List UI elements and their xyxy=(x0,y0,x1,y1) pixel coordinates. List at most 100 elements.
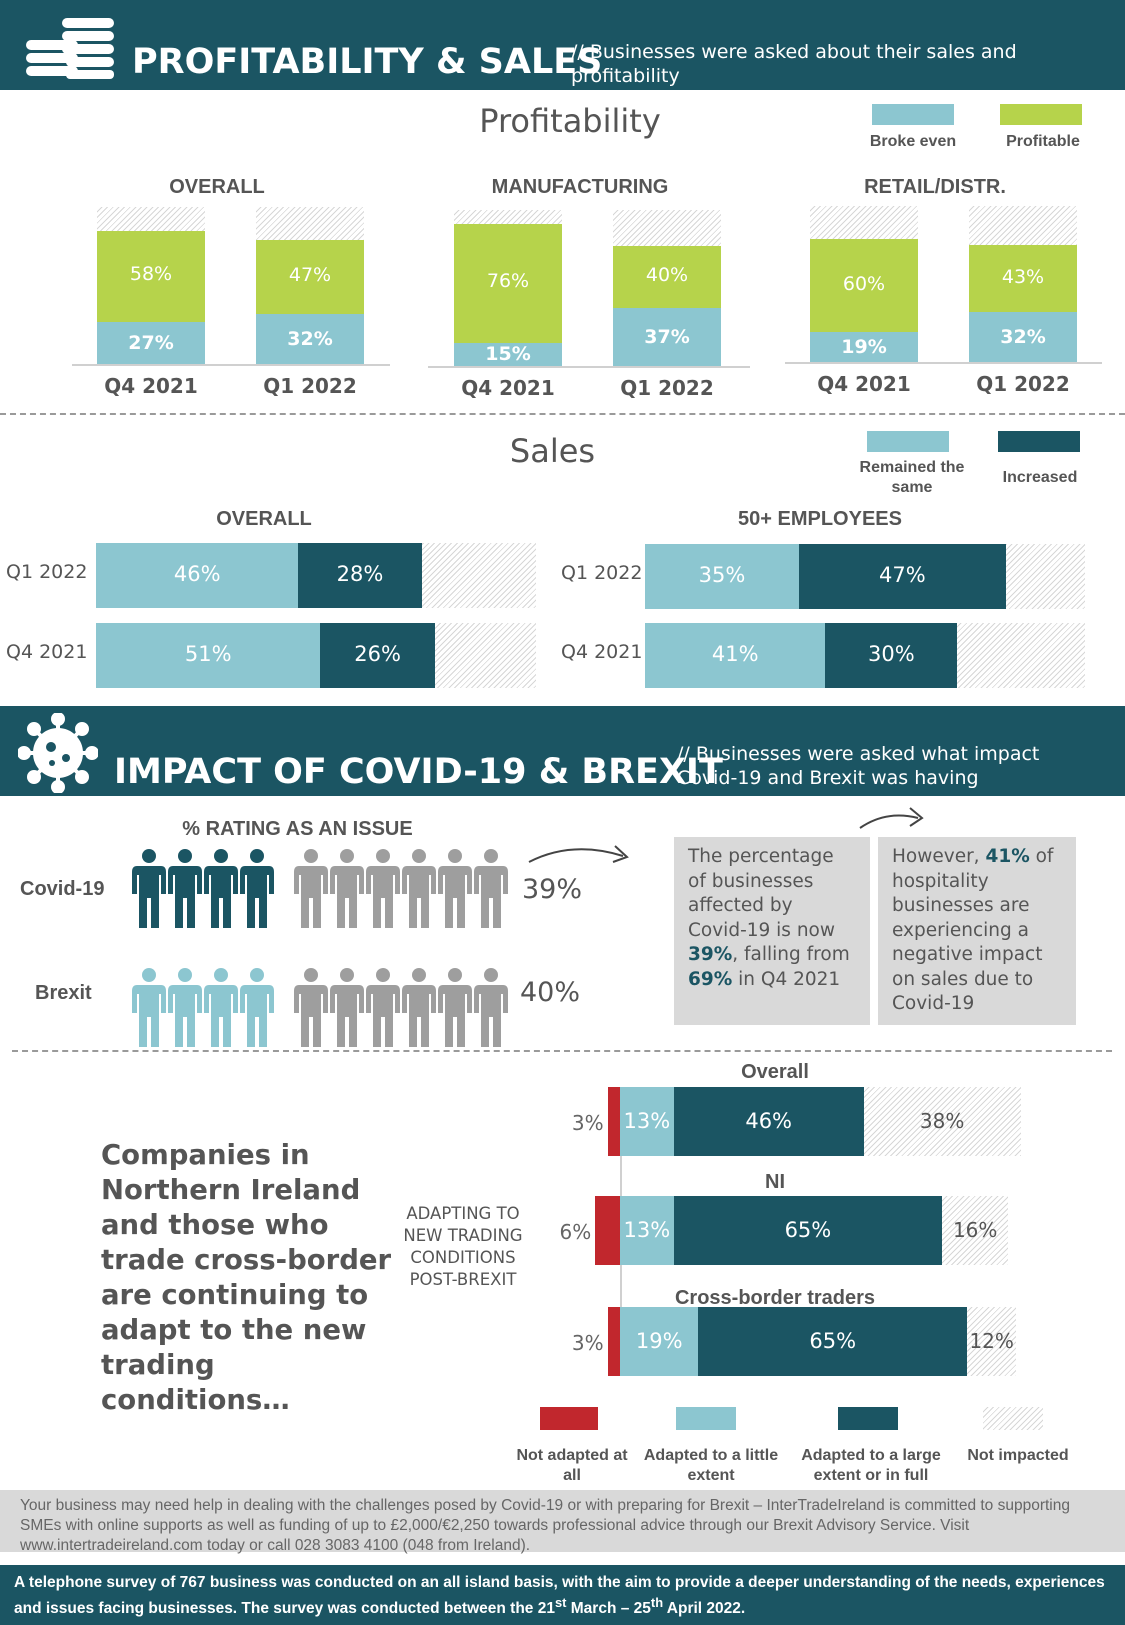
legend-adapted-little-swatch xyxy=(676,1407,736,1430)
profit-overall-title: OVERALL xyxy=(169,176,265,198)
covid-brexit-header: IMPACT OF COVID-19 & BREXIT // Businesse… xyxy=(0,706,1125,796)
legend-not-impacted-swatch xyxy=(983,1407,1043,1430)
legend-not-adapted-swatch xyxy=(540,1407,598,1430)
bar-segment xyxy=(96,623,321,688)
bar-segment xyxy=(645,623,826,688)
person-icon xyxy=(204,849,238,928)
coins-icon xyxy=(26,18,114,79)
covid-row-value: 39% xyxy=(522,874,583,905)
x-tick-label: Q4 2021 xyxy=(104,374,198,398)
bar-segment xyxy=(620,1307,699,1376)
bar-segment xyxy=(620,1196,674,1265)
header2-title: IMPACT OF COVID-19 & BREXIT xyxy=(114,752,723,792)
data-label: 47% xyxy=(879,563,926,587)
bar-segment xyxy=(613,308,721,366)
box1-text: in Q4 2021 xyxy=(732,968,841,990)
x-axis-line xyxy=(428,366,750,368)
bar-segment xyxy=(607,1307,620,1376)
box1-value-previous: 69% xyxy=(688,968,733,990)
person-icon xyxy=(132,849,166,928)
person-icon xyxy=(402,849,436,928)
profitability-sales-header: PROFITABILITY & SALES // Businesses were… xyxy=(0,0,1125,90)
adapt-cross-border-title: Cross-border traders xyxy=(674,1287,876,1309)
sales-50plus-title: 50+ EMPLOYEES xyxy=(738,508,902,530)
person-icon xyxy=(168,849,202,928)
data-label: 37% xyxy=(644,326,690,349)
person-icon xyxy=(240,968,274,1047)
brexit-row-value: 40% xyxy=(520,977,581,1008)
sales-overall-title: OVERALL xyxy=(216,508,312,530)
bar-segment xyxy=(454,224,562,343)
adapt-overall-title: Overall xyxy=(741,1061,809,1083)
data-label: 12% xyxy=(969,1329,1014,1353)
data-label: 13% xyxy=(623,1218,671,1242)
y-tick-label: Q1 2022 xyxy=(561,562,643,584)
x-tick-label: Q4 2021 xyxy=(817,372,911,396)
data-label: 65% xyxy=(809,1329,857,1353)
bar-segment xyxy=(320,623,435,688)
survey-text: March – 25 xyxy=(566,1600,651,1618)
bar-segment xyxy=(810,238,918,333)
y-tick-label: Q4 2021 xyxy=(6,641,88,663)
data-label: 3% xyxy=(571,1111,604,1135)
sales-title: Sales xyxy=(509,432,596,470)
survey-sup: th xyxy=(650,1595,664,1610)
brexit-row-label: Brexit xyxy=(35,982,92,1004)
data-label: 32% xyxy=(1000,326,1046,349)
divider-1 xyxy=(0,413,1125,415)
adapt-ni-title: NI xyxy=(765,1171,785,1193)
data-label: 47% xyxy=(288,263,332,286)
data-label: 3% xyxy=(571,1331,604,1355)
x-axis-line xyxy=(785,362,1102,364)
arrow-right-icon xyxy=(528,845,629,863)
person-icon xyxy=(474,849,508,928)
bar-segment xyxy=(825,623,958,688)
legend-increased-swatch xyxy=(998,431,1080,452)
data-label: 43% xyxy=(1001,265,1045,288)
person-icon xyxy=(474,968,508,1047)
bar-segment xyxy=(969,245,1077,313)
legend-adapted-large-swatch xyxy=(838,1407,898,1430)
box2-text: However, xyxy=(892,846,986,867)
header-subtitle: // Businesses were asked about their sal… xyxy=(571,41,1017,87)
bar-segment xyxy=(454,342,562,366)
survey-sup: st xyxy=(554,1595,567,1610)
y-tick-label: Q4 2021 xyxy=(561,641,643,663)
profit-retail-title: RETAIL/DISTR. xyxy=(864,176,1006,198)
survey-text: April 2022. xyxy=(663,1600,746,1618)
survey-text: A telephone survey of 767 business was c… xyxy=(14,1574,1105,1618)
legend-remained-swatch xyxy=(867,431,949,452)
bar-segment xyxy=(97,230,205,322)
rating-title: % RATING AS AN ISSUE xyxy=(182,818,413,840)
legend-adapted-little-label: Adapted to a little extent xyxy=(643,1447,779,1484)
bar-segment xyxy=(673,1196,943,1265)
bar-segment xyxy=(96,543,299,608)
bar-segment xyxy=(298,543,422,608)
arrow-right-icon xyxy=(859,807,924,829)
person-icon xyxy=(294,849,328,928)
virus-icon xyxy=(18,713,98,793)
adapting-headline: Companies in Northern Ireland and those … xyxy=(101,1139,392,1416)
legend-broke-even-swatch xyxy=(872,104,954,125)
bar-segment xyxy=(942,1196,1009,1265)
box2-value: 41% xyxy=(985,846,1030,867)
x-tick-label: Q1 2022 xyxy=(976,372,1070,396)
legend-increased-label: Increased xyxy=(1002,469,1078,486)
bar-segment xyxy=(607,1087,620,1156)
bar-segment xyxy=(620,1087,674,1156)
y-tick-label: Q1 2022 xyxy=(6,561,88,583)
covid-info-box: The percentage of businesses affected by… xyxy=(674,837,870,1025)
data-label: 26% xyxy=(354,642,401,666)
profit-manufacturing-title: MANUFACTURING xyxy=(491,176,669,198)
data-label: 40% xyxy=(645,264,689,287)
data-label: 28% xyxy=(336,562,384,586)
legend-not-adapted-label: Not adapted at all xyxy=(516,1447,628,1484)
legend-not-impacted-label: Not impacted xyxy=(967,1447,1069,1464)
x-tick-label: Q4 2021 xyxy=(461,376,555,400)
data-label: 19% xyxy=(635,1329,683,1353)
header2-subtitle: // Businesses were asked what impact Cov… xyxy=(677,743,1040,789)
adapting-side-label: ADAPTING TO NEW TRADING CONDITIONS POST-… xyxy=(403,1204,523,1289)
data-label: 65% xyxy=(784,1218,832,1242)
bar-segment xyxy=(256,313,364,364)
legend-profitable-swatch xyxy=(1000,104,1082,125)
